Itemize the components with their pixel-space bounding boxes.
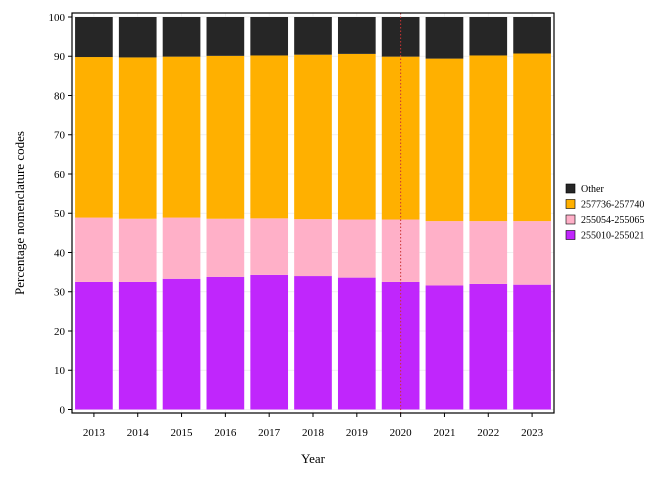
bar-segment xyxy=(206,55,245,219)
bars xyxy=(75,17,551,410)
x-tick-label: 2022 xyxy=(477,427,499,439)
x-tick-label: 2015 xyxy=(171,427,194,439)
x-tick-label: 2023 xyxy=(521,427,544,439)
bar-segment xyxy=(250,274,289,410)
bar-segment xyxy=(294,17,332,55)
x-tick-label: 2018 xyxy=(302,427,325,439)
bar-segment xyxy=(294,276,332,410)
bar-segment xyxy=(250,17,289,56)
bar-segment xyxy=(162,217,201,279)
bar-segment xyxy=(75,217,113,282)
y-tick-label: 60 xyxy=(54,169,66,181)
bar-segment xyxy=(381,219,420,282)
x-tick-label: 2014 xyxy=(127,427,150,439)
axes: 0 10 20 30 40 50 60 70 80 90 100 2013 2014 2015 2016 20… xyxy=(49,12,555,439)
y-tick-label: 90 xyxy=(54,51,66,63)
bar-segment xyxy=(118,17,157,58)
bar-segment xyxy=(162,56,201,218)
legend-swatch xyxy=(565,214,576,225)
legend-label: Other xyxy=(581,184,604,195)
y-tick-label: 40 xyxy=(54,247,66,259)
legend-swatch xyxy=(565,199,576,209)
x-tick-label: 2016 xyxy=(214,427,237,439)
bar-segment xyxy=(469,283,508,410)
bar-segment xyxy=(206,17,245,56)
bar-segment xyxy=(162,278,201,410)
bar-segment xyxy=(294,54,332,220)
bar-segment xyxy=(425,58,464,222)
bar-segment xyxy=(118,57,157,219)
bar-segment xyxy=(337,17,376,54)
bar-segment xyxy=(250,55,289,219)
y-tick-label: 100 xyxy=(49,12,66,24)
bar-segment xyxy=(513,53,551,222)
bar-segment xyxy=(250,218,289,275)
legend-swatch xyxy=(565,183,576,194)
y-tick-label: 70 xyxy=(54,130,66,142)
bar-segment xyxy=(469,17,508,56)
bar-segment xyxy=(206,276,245,410)
bar-segment xyxy=(469,221,508,284)
x-tick-label: 2013 xyxy=(83,427,106,439)
bar-segment xyxy=(75,17,113,58)
legend: Other 257736-257740 255054-255065 255010-25… xyxy=(565,183,644,242)
bar-segment xyxy=(337,277,376,410)
y-tick-label: 10 xyxy=(54,365,66,377)
x-tick-label: 2019 xyxy=(346,427,369,439)
bar-segment xyxy=(513,284,551,410)
bar-segment xyxy=(469,55,508,222)
bar-segment xyxy=(513,221,551,285)
x-tick-label: 2021 xyxy=(433,427,455,439)
y-tick-label: 30 xyxy=(54,287,66,299)
bar-segment xyxy=(425,17,464,59)
bar-segment xyxy=(381,17,420,57)
legend-swatch xyxy=(565,230,576,240)
x-tick-label: 2020 xyxy=(390,427,413,439)
bar-segment xyxy=(162,17,201,57)
legend-label: 257736-257740 xyxy=(581,200,644,211)
bar-segment xyxy=(118,281,157,410)
legend-label: 255010-255021 xyxy=(581,231,644,242)
bar-segment xyxy=(337,219,376,278)
bar-segment xyxy=(425,221,464,286)
bar-segment xyxy=(294,219,332,277)
x-axis-title: Year xyxy=(301,451,326,466)
y-axis-title: Percentage nomenclature codes xyxy=(12,131,27,295)
bar-segment xyxy=(75,57,113,218)
y-tick-label: 20 xyxy=(54,326,66,338)
bar-segment xyxy=(337,53,376,220)
y-tick-label: 0 xyxy=(60,404,66,416)
y-tick-label: 50 xyxy=(54,208,66,220)
bar-segment xyxy=(118,218,157,282)
bar-segment xyxy=(513,17,551,54)
bar-segment xyxy=(206,218,245,277)
y-tick-label: 80 xyxy=(54,90,66,102)
bar-segment xyxy=(425,285,464,410)
bar-segment xyxy=(75,281,113,410)
legend-label: 255054-255065 xyxy=(581,215,644,226)
x-tick-label: 2017 xyxy=(258,427,281,439)
